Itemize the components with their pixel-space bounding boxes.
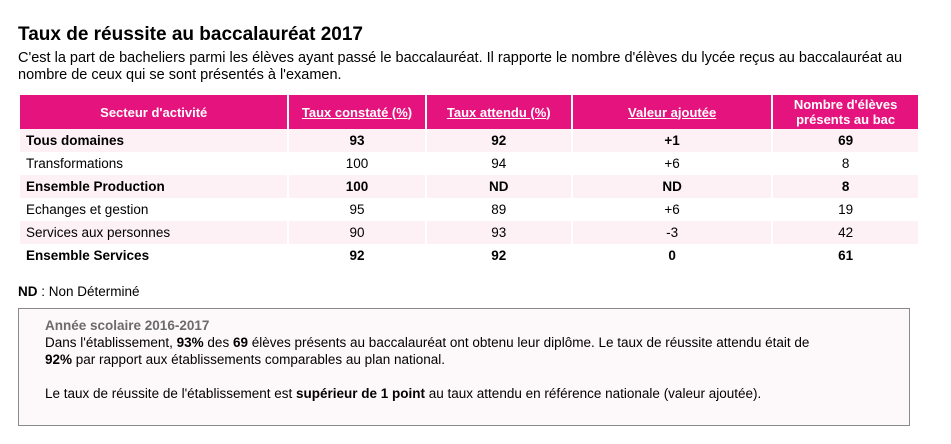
cell-students: 42 <box>773 221 918 244</box>
cell-expected: 92 <box>426 129 571 152</box>
cell-added: 0 <box>572 244 772 267</box>
cell-students: 8 <box>773 152 918 175</box>
table-row: Tous domaines 93 92 +1 69 <box>20 129 918 152</box>
cell-observed: 100 <box>289 175 425 198</box>
info-paragraph-2: Le taux de réussite de l'établissement e… <box>45 385 909 402</box>
legend: ND : Non Déterminé <box>18 284 140 299</box>
legend-abbr: ND <box>18 284 38 299</box>
cell-sector: Ensemble Production <box>20 175 288 198</box>
info-p1-expected: 92% <box>45 352 73 367</box>
cell-students: 8 <box>773 175 918 198</box>
results-table: Secteur d'activité Taux constaté (%) Tau… <box>18 95 920 267</box>
page-title: Taux de réussite au baccalauréat 2017 <box>18 24 363 45</box>
intro-text: C'est la part de bacheliers parmi les él… <box>18 50 903 83</box>
cell-observed: 100 <box>289 152 425 175</box>
info-p1-b: des <box>203 335 233 350</box>
cell-expected: ND <box>426 175 571 198</box>
cell-added: ND <box>572 175 772 198</box>
table-row: Transformations 100 94 +6 8 <box>20 152 918 175</box>
cell-sector: Transformations <box>20 152 288 175</box>
info-p2-b: supérieur de 1 point <box>295 386 426 401</box>
info-p1-c: élèves présents au baccalauréat ont obte… <box>247 335 810 350</box>
header-added-value-link[interactable]: Valeur ajoutée <box>628 104 717 120</box>
header-rate-observed[interactable]: Taux constaté (%) <box>289 95 425 129</box>
table-row: Echanges et gestion 95 89 +6 19 <box>20 198 918 221</box>
info-paragraph-1: Dans l'établissement, 93% des 69 élèves … <box>45 334 909 368</box>
header-rate-expected-link[interactable]: Taux attendu (%) <box>446 104 551 120</box>
cell-observed: 93 <box>289 129 425 152</box>
table-row: Ensemble Services 92 92 0 61 <box>20 244 918 267</box>
cell-expected: 94 <box>426 152 571 175</box>
cell-expected: 89 <box>426 198 571 221</box>
cell-expected: 93 <box>426 221 571 244</box>
cell-students: 69 <box>773 129 918 152</box>
cell-observed: 92 <box>289 244 425 267</box>
header-rate-expected[interactable]: Taux attendu (%) <box>426 95 571 129</box>
cell-students: 61 <box>773 244 918 267</box>
cell-expected: 92 <box>426 244 571 267</box>
table-header-row: Secteur d'activité Taux constaté (%) Tau… <box>20 95 918 129</box>
cell-students: 19 <box>773 198 918 221</box>
info-p1-rate: 93% <box>176 335 204 350</box>
info-p1-count: 69 <box>232 335 248 350</box>
cell-added: +6 <box>572 198 772 221</box>
cell-sector: Echanges et gestion <box>20 198 288 221</box>
header-added-value[interactable]: Valeur ajoutée <box>572 95 772 129</box>
cell-observed: 90 <box>289 221 425 244</box>
cell-sector: Services aux personnes <box>20 221 288 244</box>
info-p1-d: par rapport aux établissements comparabl… <box>72 352 446 367</box>
cell-added: +6 <box>572 152 772 175</box>
header-students: Nombre d'élèves présents au bac <box>773 95 918 129</box>
info-year: Année scolaire 2016-2017 <box>45 318 210 333</box>
cell-observed: 95 <box>289 198 425 221</box>
info-p1-a: Dans l'établissement, <box>45 335 177 350</box>
table-row: Services aux personnes 90 93 -3 42 <box>20 221 918 244</box>
cell-added: -3 <box>572 221 772 244</box>
legend-text: : Non Déterminé <box>37 284 140 299</box>
cell-sector: Tous domaines <box>20 129 288 152</box>
info-p2-c: au taux attendu en référence nationale (… <box>425 386 762 401</box>
table-row: Ensemble Production 100 ND ND 8 <box>20 175 918 198</box>
header-students-line1: Nombre d'élèves <box>793 97 898 112</box>
header-rate-observed-link[interactable]: Taux constaté (%) <box>301 104 413 120</box>
info-p2-a: Le taux de réussite de l'établissement e… <box>45 386 296 401</box>
info-box: Année scolaire 2016-2017 Dans l'établiss… <box>18 308 910 426</box>
cell-added: +1 <box>572 129 772 152</box>
cell-sector: Ensemble Services <box>20 244 288 267</box>
header-students-line2: présents au bac <box>796 112 896 127</box>
header-sector: Secteur d'activité <box>20 95 288 129</box>
